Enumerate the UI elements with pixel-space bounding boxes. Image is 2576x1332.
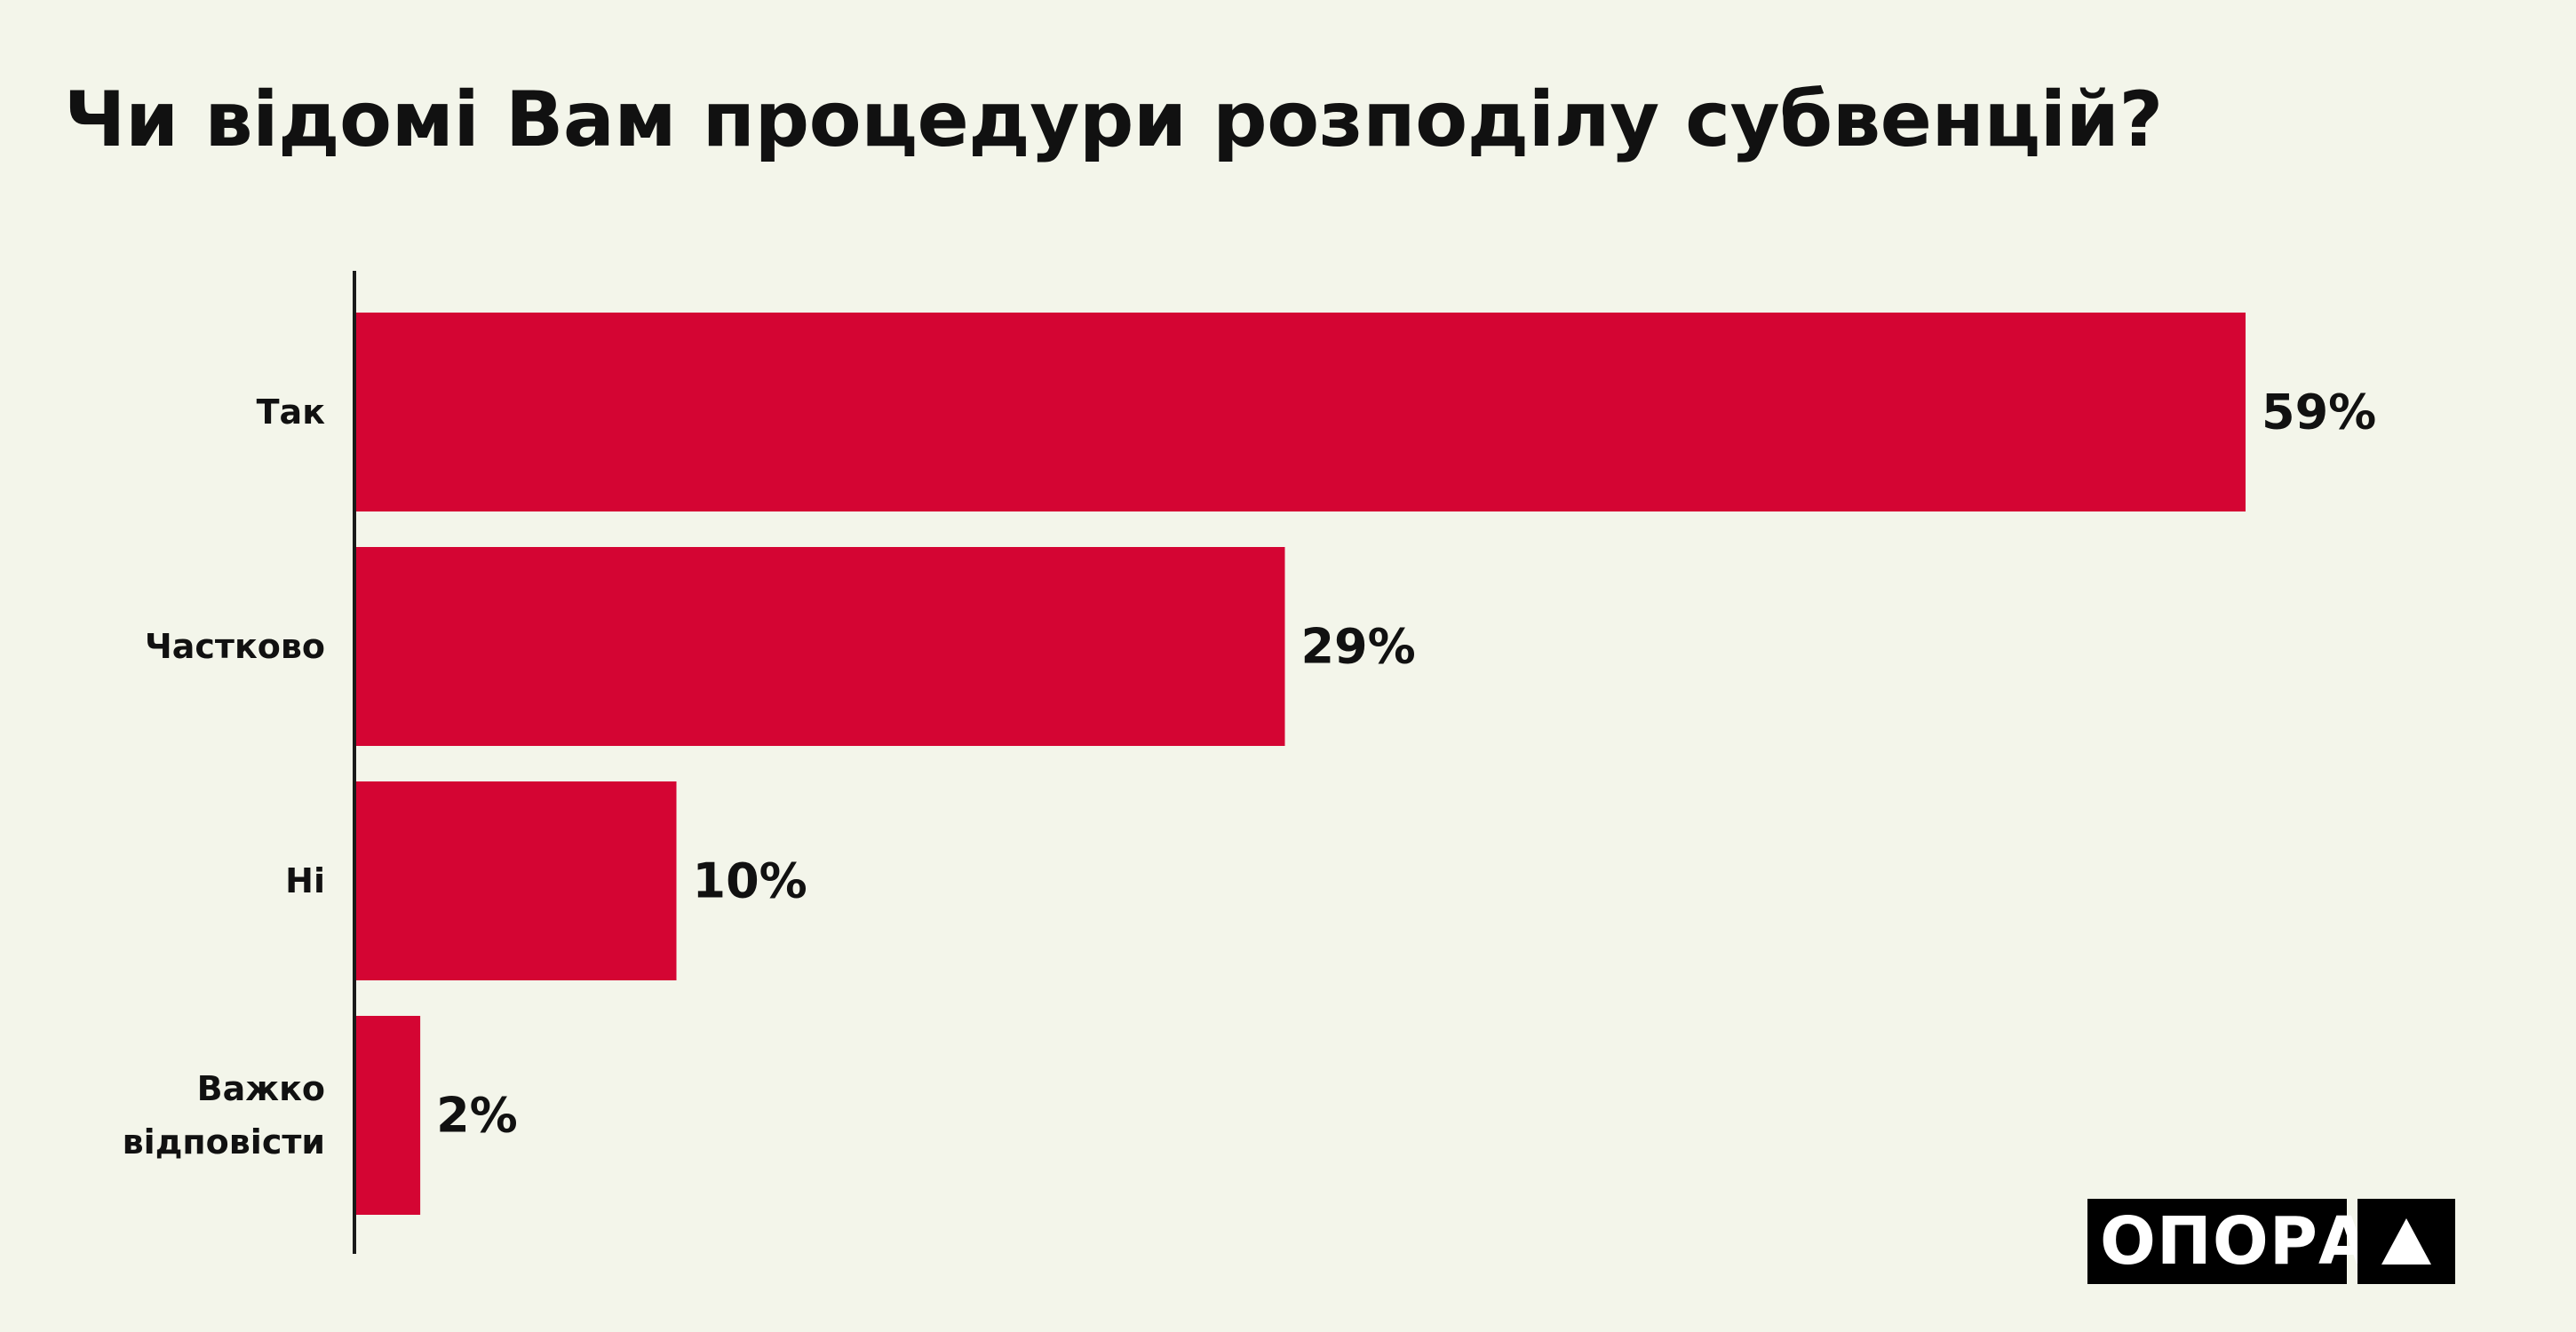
category-label-line: відповісти <box>123 1122 325 1162</box>
logo-text: ОПОРА <box>2087 1199 2369 1284</box>
bar <box>356 781 677 980</box>
value-label: 29% <box>1300 619 1415 675</box>
category-label: Ні <box>285 861 325 900</box>
opora-logo: ОПОРА <box>2087 1199 2455 1284</box>
bars-group <box>356 313 2246 1215</box>
bar <box>356 1016 421 1215</box>
bar <box>356 313 2246 511</box>
category-label-line: Важко <box>197 1069 325 1108</box>
category-labels-group: Так Частково Ні Важко відповісти <box>123 392 326 1162</box>
bar <box>356 547 1285 746</box>
value-label: 59% <box>2262 385 2376 440</box>
value-labels-group: 59% 29% 10% 2% <box>436 385 2376 1144</box>
category-label: Так <box>257 392 326 432</box>
logo-mark <box>2357 1199 2455 1284</box>
category-label-line: Ні <box>285 861 325 900</box>
category-label-line: Так <box>257 392 326 432</box>
value-label: 2% <box>436 1088 518 1144</box>
triangle-icon <box>2381 1218 2431 1265</box>
category-label: Частково <box>145 627 325 666</box>
category-label-line: Частково <box>145 627 325 666</box>
chart-title: Чи відомі Вам процедури розподілу субвен… <box>64 75 2163 164</box>
value-label: 10% <box>693 853 807 909</box>
category-label: Важко відповісти <box>123 1069 325 1162</box>
